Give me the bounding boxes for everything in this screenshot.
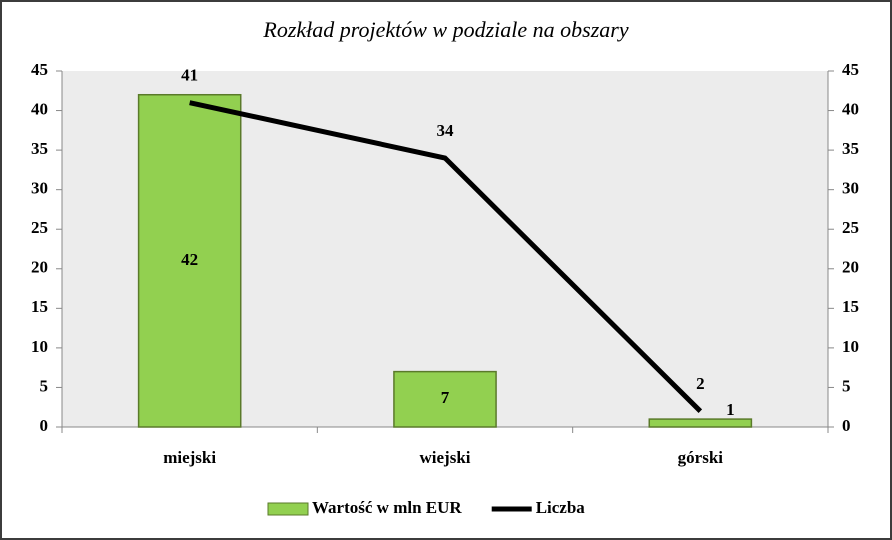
y-tick-label: 20 — [31, 258, 48, 277]
x-tick-label: wiejski — [420, 448, 471, 467]
legend-label: Wartość w mln EUR — [312, 498, 462, 517]
y2-tick-label: 15 — [842, 297, 859, 316]
bar — [393, 370, 497, 428]
legend-label: Liczba — [536, 498, 586, 517]
x-tick-label: górski — [678, 448, 724, 467]
bar-value-label: 42 — [181, 250, 198, 269]
y-tick-label: 25 — [31, 218, 48, 237]
y-tick-label: 0 — [40, 416, 49, 435]
y2-tick-label: 20 — [842, 258, 859, 277]
y-tick-label: 45 — [31, 60, 48, 79]
line-value-label: 34 — [437, 121, 455, 140]
y-tick-label: 15 — [31, 297, 48, 316]
y-tick-label: 35 — [31, 139, 48, 158]
y2-tick-label: 25 — [842, 218, 859, 237]
y2-tick-label: 40 — [842, 99, 859, 118]
y2-tick-label: 0 — [842, 416, 851, 435]
y2-tick-label: 10 — [842, 337, 859, 356]
y-tick-label: 10 — [31, 337, 48, 356]
bar — [137, 93, 242, 428]
line-value-label: 2 — [696, 374, 705, 393]
bar — [648, 418, 753, 428]
y-tick-label: 30 — [31, 179, 48, 198]
legend-swatch — [267, 502, 309, 516]
y-tick-label: 5 — [40, 376, 49, 395]
x-tick-label: miejski — [163, 448, 216, 467]
y2-tick-label: 45 — [842, 60, 859, 79]
y-tick-label: 40 — [31, 99, 48, 118]
bar-value-label: 1 — [726, 400, 735, 419]
y2-tick-label: 35 — [842, 139, 859, 158]
chart-title: Rozkład projektów w podziale na obszary — [262, 17, 628, 42]
line — [189, 100, 703, 413]
line-value-label: 41 — [181, 66, 198, 85]
y2-tick-label: 30 — [842, 179, 859, 198]
y2-tick-label: 5 — [842, 376, 851, 395]
bar-value-label: 7 — [441, 388, 450, 407]
